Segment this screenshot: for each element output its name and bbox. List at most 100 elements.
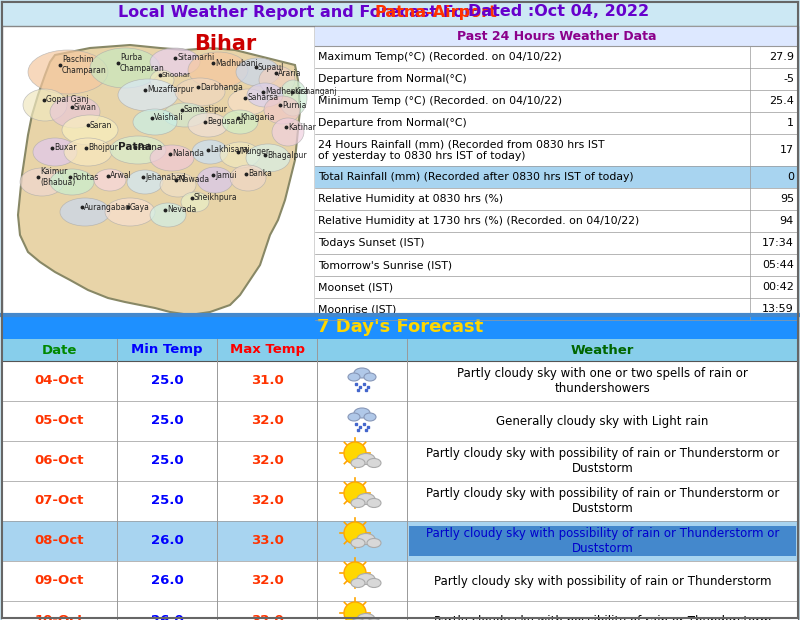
Text: Partly cloudy sky with possibility of rain or Thunderstorm or
Duststorm: Partly cloudy sky with possibility of ra… xyxy=(426,487,779,515)
Text: Jehanabad: Jehanabad xyxy=(145,172,186,182)
Text: 08-Oct: 08-Oct xyxy=(34,534,84,547)
Ellipse shape xyxy=(28,50,108,94)
Ellipse shape xyxy=(163,103,207,127)
Text: 0: 0 xyxy=(787,172,794,182)
Circle shape xyxy=(344,482,366,504)
Ellipse shape xyxy=(33,138,77,166)
Ellipse shape xyxy=(188,113,228,137)
Bar xyxy=(2,361,798,401)
Ellipse shape xyxy=(94,169,126,191)
Text: Partly cloudy sky with one or two spells of rain or
thundershowers: Partly cloudy sky with one or two spells… xyxy=(457,367,748,395)
Text: 7 Day's Forecast: 7 Day's Forecast xyxy=(317,318,483,336)
Text: Nalanda: Nalanda xyxy=(172,149,204,159)
Ellipse shape xyxy=(351,459,365,467)
Ellipse shape xyxy=(150,203,186,227)
Text: Bhojpur: Bhojpur xyxy=(88,143,118,153)
Text: Maximum Temp(°C) (Recorded. on 04/10/22): Maximum Temp(°C) (Recorded. on 04/10/22) xyxy=(318,52,562,62)
Text: Departure from Normal(°C): Departure from Normal(°C) xyxy=(318,118,466,128)
Ellipse shape xyxy=(357,614,375,620)
Bar xyxy=(315,166,798,188)
Text: Bihar: Bihar xyxy=(194,34,257,54)
Text: 25.0: 25.0 xyxy=(150,495,183,508)
Ellipse shape xyxy=(272,118,304,146)
Text: Shoohar: Shoohar xyxy=(162,72,191,78)
Text: 32.0: 32.0 xyxy=(250,575,283,588)
Ellipse shape xyxy=(118,79,178,111)
Text: Aurangabad: Aurangabad xyxy=(84,203,131,211)
Text: 26.0: 26.0 xyxy=(150,614,183,620)
Text: Sitamarhi: Sitamarhi xyxy=(177,53,214,63)
Text: Khagaria: Khagaria xyxy=(240,113,274,123)
Text: Jamui: Jamui xyxy=(215,170,237,180)
Text: 24 Hours Rainfall (mm) (Recorded from 0830 hrs IST
of yesterday to 0830 hrs IST : 24 Hours Rainfall (mm) (Recorded from 08… xyxy=(318,140,605,161)
Bar xyxy=(2,481,798,521)
Text: Kaimur
(Bhabua): Kaimur (Bhabua) xyxy=(40,167,75,187)
Ellipse shape xyxy=(60,198,110,226)
Text: Saran: Saran xyxy=(90,120,112,130)
Text: 05:44: 05:44 xyxy=(762,260,794,270)
Text: 32.0: 32.0 xyxy=(250,614,283,620)
Text: Banka: Banka xyxy=(248,169,272,179)
Text: 1: 1 xyxy=(787,118,794,128)
Text: Munger: Munger xyxy=(240,148,269,156)
Text: Madhubani: Madhubani xyxy=(215,58,258,68)
Ellipse shape xyxy=(64,138,112,166)
Ellipse shape xyxy=(367,459,381,467)
Ellipse shape xyxy=(351,619,365,620)
Ellipse shape xyxy=(90,48,160,88)
Ellipse shape xyxy=(150,145,194,171)
Bar xyxy=(2,315,798,339)
Text: -5: -5 xyxy=(783,74,794,84)
Bar xyxy=(2,601,798,620)
Ellipse shape xyxy=(351,498,365,508)
Text: Past 24 Hours Weather Data: Past 24 Hours Weather Data xyxy=(457,30,656,43)
Text: Arwal: Arwal xyxy=(110,172,132,180)
Text: Departure from Normal(°C): Departure from Normal(°C) xyxy=(318,74,466,84)
Text: 09-Oct: 09-Oct xyxy=(35,575,84,588)
Text: Relative Humidity at 0830 hrs (%): Relative Humidity at 0830 hrs (%) xyxy=(318,194,503,204)
Bar xyxy=(2,26,315,316)
Text: 07-Oct: 07-Oct xyxy=(35,495,84,508)
Text: 26.0: 26.0 xyxy=(150,575,183,588)
Text: 27.9: 27.9 xyxy=(769,52,794,62)
Ellipse shape xyxy=(133,109,177,135)
Text: Muzaffarpur: Muzaffarpur xyxy=(147,86,194,94)
Text: Generally cloudy sky with Light rain: Generally cloudy sky with Light rain xyxy=(496,415,709,428)
Text: Partly cloudy sky with possibility of rain or Thunderstorm or
Duststorm: Partly cloudy sky with possibility of ra… xyxy=(426,447,779,475)
Bar xyxy=(2,521,798,561)
Text: 25.4: 25.4 xyxy=(769,96,794,106)
Bar xyxy=(315,90,798,112)
Ellipse shape xyxy=(105,198,155,226)
Ellipse shape xyxy=(351,539,365,547)
Text: 32.0: 32.0 xyxy=(250,415,283,428)
Text: Bhagalpur: Bhagalpur xyxy=(267,151,306,159)
Ellipse shape xyxy=(110,136,166,164)
Ellipse shape xyxy=(197,167,233,193)
Text: 00:42: 00:42 xyxy=(762,282,794,292)
Bar xyxy=(409,526,796,556)
Bar xyxy=(315,254,798,276)
Ellipse shape xyxy=(247,83,283,107)
Ellipse shape xyxy=(222,110,258,134)
Ellipse shape xyxy=(367,619,381,620)
Text: Lakhisarai: Lakhisarai xyxy=(210,146,250,154)
Ellipse shape xyxy=(357,574,375,585)
Text: Patna-Airport: Patna-Airport xyxy=(375,4,498,19)
Text: Total Rainfall (mm) (Recorded after 0830 hrs IST of today): Total Rainfall (mm) (Recorded after 0830… xyxy=(318,172,634,182)
Bar xyxy=(2,561,798,601)
Text: Katihar: Katihar xyxy=(288,123,316,131)
Ellipse shape xyxy=(279,80,307,116)
Bar xyxy=(315,298,798,320)
Text: Weather: Weather xyxy=(571,343,634,356)
Ellipse shape xyxy=(175,78,225,106)
Text: Paschim
Champaran: Paschim Champaran xyxy=(62,55,106,74)
Bar xyxy=(2,441,798,481)
Text: Relative Humidity at 1730 hrs (%) (Recorded. on 04/10/22): Relative Humidity at 1730 hrs (%) (Recor… xyxy=(318,216,639,226)
Ellipse shape xyxy=(259,66,295,94)
Text: Gopal Ganj: Gopal Ganj xyxy=(46,95,89,105)
Text: 13:59: 13:59 xyxy=(762,304,794,314)
Text: 94: 94 xyxy=(780,216,794,226)
Ellipse shape xyxy=(348,373,360,381)
Text: 25.0: 25.0 xyxy=(150,454,183,467)
Ellipse shape xyxy=(160,173,196,197)
